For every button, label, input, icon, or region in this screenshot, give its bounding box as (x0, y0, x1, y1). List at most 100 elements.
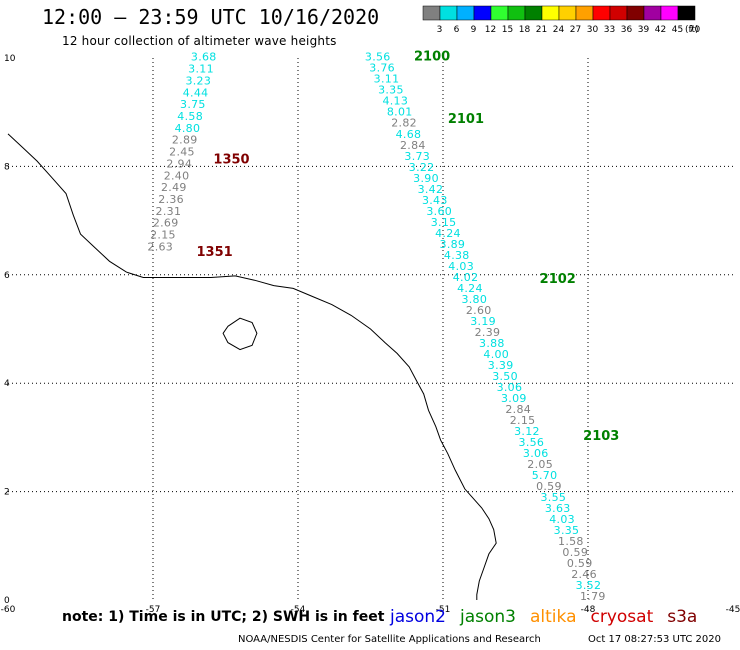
wave-height-value: 2.49 (161, 181, 187, 194)
wave-height-value: 3.56 (519, 436, 545, 449)
wave-height-value: 3.68 (191, 51, 217, 64)
color-bin-3 (422, 5, 441, 21)
wave-height-value: 4.68 (396, 128, 422, 141)
wave-height-value: 3.50 (492, 370, 518, 383)
color-bin-12 (473, 5, 492, 21)
wave-height-value: 3.06 (497, 381, 523, 394)
wave-height-value: 3.39 (488, 359, 514, 372)
wave-height-value: 2.84 (505, 403, 531, 416)
color-bin-label: 24 (553, 25, 565, 35)
color-bin-label: 39 (638, 25, 650, 35)
pass-number-label: 2102 (540, 272, 576, 287)
lat-tick-label: 0 (4, 596, 10, 606)
color-bin-24 (541, 5, 560, 21)
wave-height-value: 4.13 (382, 95, 408, 108)
wave-height-value: 3.63 (545, 502, 571, 515)
lat-tick-label: 8 (4, 162, 10, 172)
color-bin-70 (677, 5, 696, 21)
color-bin-label: 15 (502, 25, 513, 35)
mission-altika: altika (530, 607, 577, 627)
color-bin-42 (643, 5, 662, 21)
color-bin-label: 18 (519, 25, 531, 35)
wave-height-value: 2.89 (172, 134, 198, 147)
wave-height-value: 3.76 (369, 62, 395, 75)
color-bin-39 (626, 5, 645, 21)
color-bin-27 (558, 5, 577, 21)
lat-lon-grid (8, 58, 733, 600)
lat-tick-label: 6 (4, 271, 10, 281)
lon-tick-label: -48 (581, 605, 596, 615)
color-bin-label: 21 (536, 25, 547, 35)
footer-source: NOAA/NESDIS Center for Satellite Applica… (238, 634, 541, 645)
color-scale-legend: 3 6 9 12 15 18 21 24 27 30 33 36 39 42 45 70(ft) (422, 5, 700, 35)
wave-height-value: 2.45 (169, 146, 195, 159)
wave-height-value: 3.23 (185, 74, 211, 87)
wave-height-value: 3.52 (576, 579, 602, 592)
wave-height-value: 3.06 (523, 447, 549, 460)
lat-tick-label: 4 (4, 379, 10, 389)
wave-height-value: 3.22 (409, 161, 435, 174)
color-bin-label: 3 (437, 25, 443, 35)
color-bin-21 (524, 5, 543, 21)
wave-height-value: 3.89 (440, 238, 466, 251)
lon-tick-label: -60 (1, 605, 16, 615)
wave-height-value: 8.01 (387, 106, 413, 119)
page-subtitle: 12 hour collection of altimeter wave hei… (62, 34, 337, 48)
wave-height-value: 4.03 (448, 260, 474, 273)
lat-tick-label: 10 (4, 54, 16, 64)
wave-height-value: 4.24 (457, 282, 483, 295)
island-outline (222, 317, 258, 351)
coastline (7, 133, 497, 600)
wave-height-value: 3.90 (413, 172, 439, 185)
color-bin-30 (575, 5, 594, 21)
wave-height-value: 3.88 (479, 337, 505, 350)
wave-height-value: 2.82 (391, 117, 417, 130)
color-bin-9 (456, 5, 475, 21)
wave-height-value: 2.60 (466, 304, 492, 317)
wave-height-value: 3.35 (554, 524, 580, 537)
wave-height-value: 2.84 (400, 139, 426, 152)
pass-number-label: 2101 (448, 112, 484, 127)
color-bin-33 (592, 5, 611, 21)
wave-height-value: 3.11 (374, 73, 400, 86)
axis-labels: -60 -57 -54 -51 -48 -45 10 8 6 4 2 0 (1, 54, 740, 615)
color-bin-label: 42 (655, 25, 666, 35)
wave-height-value: 1.79 (580, 590, 606, 603)
wave-height-value: 4.38 (444, 249, 470, 262)
color-bin-label: 45 (672, 25, 683, 35)
lat-tick-label: 2 (4, 488, 10, 498)
wave-height-value: 3.55 (540, 491, 566, 504)
mission-jason2: jason2 (390, 607, 446, 627)
wave-height-value: 3.15 (431, 216, 457, 229)
color-bin-18 (507, 5, 526, 21)
color-bin-label: 30 (587, 25, 599, 35)
wave-height-value: 3.35 (378, 84, 404, 97)
wave-height-value: 2.15 (510, 414, 536, 427)
wave-height-value: 2.31 (156, 205, 182, 218)
color-bin-label: 36 (621, 25, 633, 35)
mission-cryosat: cryosat (590, 607, 654, 627)
footer-timestamp: Oct 17 08:27:53 UTC 2020 (588, 634, 721, 645)
wave-height-value: 4.03 (549, 513, 575, 526)
mission-jason3: jason3 (460, 607, 516, 627)
color-bin-label: 27 (570, 25, 581, 35)
wave-height-value: 4.24 (435, 227, 461, 240)
wave-height-value: 2.05 (527, 458, 553, 471)
lon-tick-label: -51 (436, 605, 451, 615)
wave-height-value: 4.00 (483, 348, 509, 361)
wave-height-value: 3.11 (188, 63, 214, 76)
lon-tick-label: -57 (146, 605, 161, 615)
footer: NOAA/NESDIS Center for Satellite Applica… (238, 634, 740, 645)
pass-number-label: 1351 (197, 245, 233, 260)
wave-height-value: 3.60 (426, 205, 452, 218)
color-bin-36 (609, 5, 628, 21)
wave-height-value: 3.42 (418, 183, 444, 196)
wave-height-value: 0.59 (567, 557, 593, 570)
wave-height-value: 2.46 (571, 568, 597, 581)
color-bin-label: 12 (485, 25, 496, 35)
wave-height-value: 3.75 (180, 98, 206, 111)
pass-number-label: 1350 (213, 153, 249, 168)
wave-height-value: 0.59 (562, 546, 588, 559)
